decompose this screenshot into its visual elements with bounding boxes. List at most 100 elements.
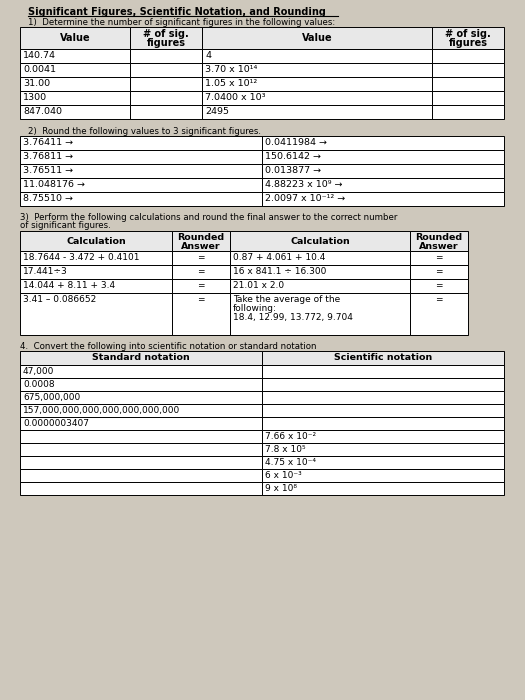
Bar bbox=[20, 91, 130, 105]
Bar bbox=[20, 265, 172, 279]
Text: 9 x 10⁸: 9 x 10⁸ bbox=[265, 484, 297, 493]
Bar bbox=[230, 231, 410, 251]
Text: 18.4, 12.99, 13.772, 9.704: 18.4, 12.99, 13.772, 9.704 bbox=[233, 313, 353, 322]
Text: 3.76811 →: 3.76811 → bbox=[23, 152, 73, 161]
Bar bbox=[410, 279, 468, 293]
Bar bbox=[262, 417, 504, 430]
Bar bbox=[20, 251, 172, 265]
Bar bbox=[20, 49, 130, 63]
Text: 7.66 x 10⁻²: 7.66 x 10⁻² bbox=[265, 432, 316, 441]
Text: 140.74: 140.74 bbox=[23, 51, 56, 60]
Text: 4.75 x 10⁻⁴: 4.75 x 10⁻⁴ bbox=[265, 458, 316, 467]
Text: 21.01 x 2.0: 21.01 x 2.0 bbox=[233, 281, 284, 290]
Bar bbox=[20, 469, 262, 482]
Bar bbox=[262, 365, 504, 378]
Text: 0.0041: 0.0041 bbox=[23, 65, 56, 74]
Text: =: = bbox=[197, 281, 205, 290]
Bar bbox=[20, 150, 262, 164]
Text: Rounded: Rounded bbox=[415, 233, 463, 242]
Bar bbox=[20, 192, 262, 206]
Bar bbox=[432, 77, 504, 91]
Bar bbox=[262, 469, 504, 482]
Bar bbox=[202, 77, 432, 91]
Text: 7.8 x 10⁵: 7.8 x 10⁵ bbox=[265, 445, 306, 454]
Bar bbox=[20, 279, 172, 293]
Text: Calculation: Calculation bbox=[66, 237, 126, 246]
Bar bbox=[172, 279, 230, 293]
Bar bbox=[432, 105, 504, 119]
Text: =: = bbox=[435, 253, 443, 262]
Text: Answer: Answer bbox=[419, 242, 459, 251]
Text: Standard notation: Standard notation bbox=[92, 353, 190, 362]
Bar bbox=[230, 293, 410, 335]
Text: 1)  Determine the number of significant figures in the following values:: 1) Determine the number of significant f… bbox=[28, 18, 335, 27]
Bar bbox=[432, 91, 504, 105]
Bar bbox=[202, 63, 432, 77]
Text: 1300: 1300 bbox=[23, 93, 47, 102]
Text: 847.040: 847.040 bbox=[23, 107, 62, 116]
Text: 3.41 – 0.086652: 3.41 – 0.086652 bbox=[23, 295, 96, 304]
Bar bbox=[410, 293, 468, 335]
Text: 4.  Convert the following into scientific notation or standard notation: 4. Convert the following into scientific… bbox=[20, 342, 317, 351]
Bar bbox=[130, 77, 202, 91]
Text: 2495: 2495 bbox=[205, 107, 229, 116]
Text: 31.00: 31.00 bbox=[23, 79, 50, 88]
Text: # of sig.: # of sig. bbox=[143, 29, 189, 39]
Bar bbox=[262, 178, 504, 192]
Text: 16 x 841.1 ÷ 16.300: 16 x 841.1 ÷ 16.300 bbox=[233, 267, 327, 276]
Text: Scientific notation: Scientific notation bbox=[334, 353, 432, 362]
Bar bbox=[410, 231, 468, 251]
Text: 18.7644 - 3.472 + 0.4101: 18.7644 - 3.472 + 0.4101 bbox=[23, 253, 140, 262]
Bar bbox=[130, 91, 202, 105]
Text: 0.013877 →: 0.013877 → bbox=[265, 166, 321, 175]
Bar bbox=[130, 27, 202, 49]
Text: 0.0000003407: 0.0000003407 bbox=[23, 419, 89, 428]
Bar bbox=[20, 404, 262, 417]
Text: following:: following: bbox=[233, 304, 277, 313]
Bar bbox=[20, 378, 262, 391]
Text: 1.05 x 10¹²: 1.05 x 10¹² bbox=[205, 79, 257, 88]
Bar bbox=[262, 192, 504, 206]
Bar bbox=[20, 365, 262, 378]
Bar bbox=[130, 63, 202, 77]
Text: 157,000,000,000,000,000,000,000: 157,000,000,000,000,000,000,000 bbox=[23, 406, 180, 415]
Bar bbox=[20, 293, 172, 335]
Text: figures: figures bbox=[146, 38, 185, 48]
Bar bbox=[410, 265, 468, 279]
Bar bbox=[230, 265, 410, 279]
Text: 675,000,000: 675,000,000 bbox=[23, 393, 80, 402]
Text: of significant figures.: of significant figures. bbox=[20, 221, 111, 230]
Text: Take the average of the: Take the average of the bbox=[233, 295, 340, 304]
Bar bbox=[130, 105, 202, 119]
Text: 3.70 x 10¹⁴: 3.70 x 10¹⁴ bbox=[205, 65, 257, 74]
Bar bbox=[432, 63, 504, 77]
Bar bbox=[20, 456, 262, 469]
Text: 11.048176 →: 11.048176 → bbox=[23, 180, 85, 189]
Text: 7.0400 x 10³: 7.0400 x 10³ bbox=[205, 93, 266, 102]
Bar bbox=[262, 378, 504, 391]
Bar bbox=[172, 265, 230, 279]
Bar bbox=[172, 293, 230, 335]
Bar bbox=[20, 178, 262, 192]
Bar bbox=[262, 404, 504, 417]
Bar bbox=[202, 91, 432, 105]
Text: 8.75510 →: 8.75510 → bbox=[23, 194, 73, 203]
Text: 3.76511 →: 3.76511 → bbox=[23, 166, 73, 175]
Bar bbox=[262, 482, 504, 495]
Text: 47,000: 47,000 bbox=[23, 367, 55, 376]
Bar bbox=[20, 136, 262, 150]
Bar bbox=[262, 456, 504, 469]
Text: =: = bbox=[197, 295, 205, 304]
Text: 17.441÷3: 17.441÷3 bbox=[23, 267, 68, 276]
Bar bbox=[202, 49, 432, 63]
Text: figures: figures bbox=[448, 38, 488, 48]
Bar bbox=[202, 105, 432, 119]
Text: 0.0008: 0.0008 bbox=[23, 380, 55, 389]
Bar bbox=[20, 417, 262, 430]
Bar bbox=[262, 164, 504, 178]
Bar bbox=[262, 150, 504, 164]
Bar bbox=[20, 231, 172, 251]
Bar bbox=[20, 27, 130, 49]
Bar bbox=[20, 351, 262, 365]
Bar bbox=[230, 279, 410, 293]
